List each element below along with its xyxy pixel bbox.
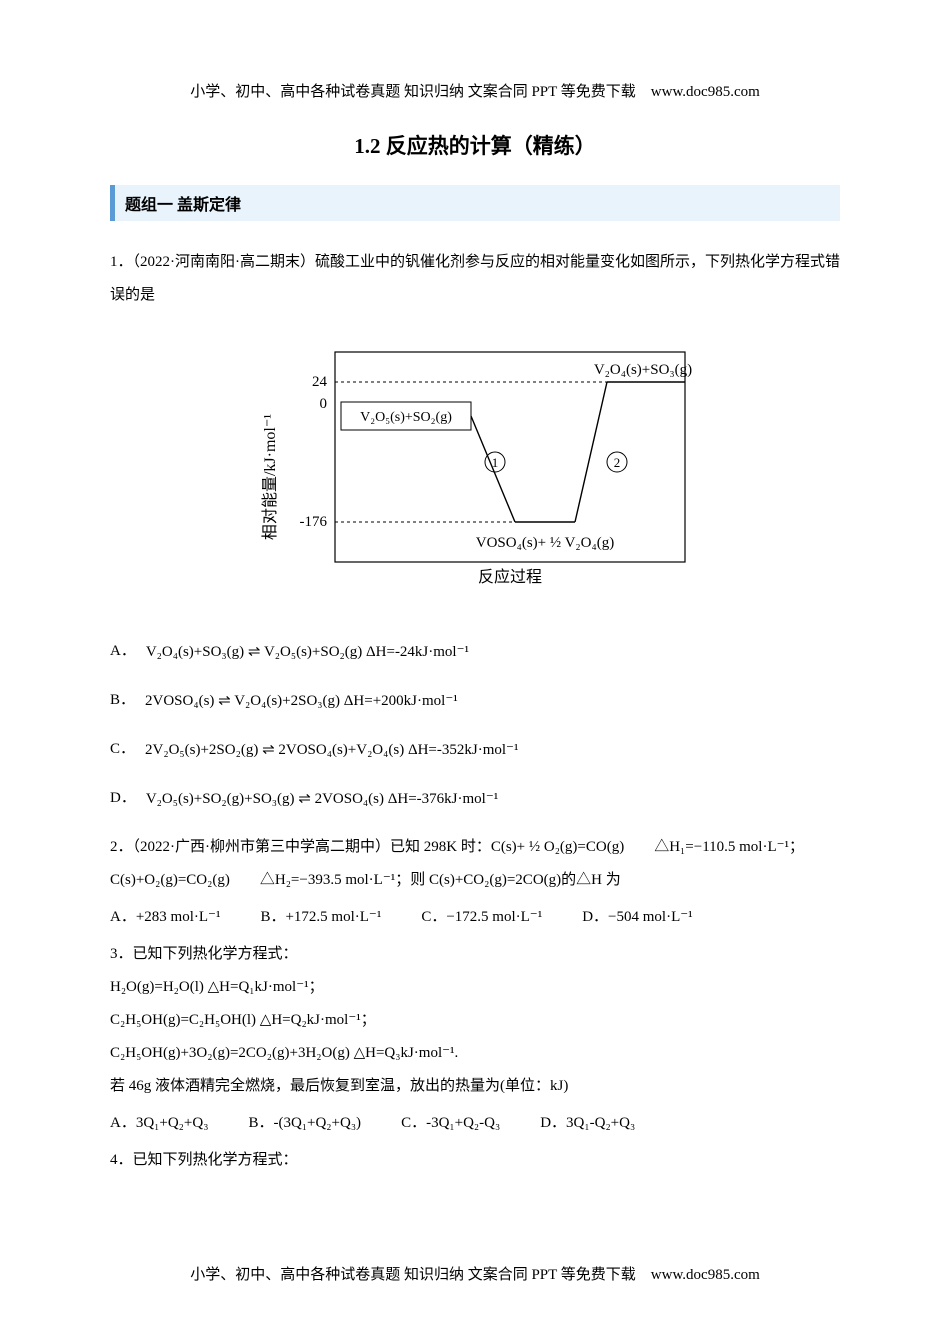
q3-title: 3．已知下列热化学方程式： [110, 938, 840, 971]
q3-opt-b: B．-(3Q₁+Q₂+Q₃) [248, 1107, 361, 1140]
q3-opt-c: C．-3Q₁+Q₂-Q₃ [401, 1107, 500, 1140]
q1-option-d: D． V₂O₅(s)+SO₂(g)+SO₃(g) ⇌ 2VOSO₄(s) ΔH=… [110, 782, 840, 817]
opt-label-d: D． [110, 782, 136, 817]
q1-intro: 1．（2022·河南南阳·高二期末）硫酸工业中的钒催化剂参与反应的相对能量变化如… [110, 246, 840, 312]
main-title: 1.2 反应热的计算（精练） [110, 130, 840, 160]
y-axis-label: 相对能量/kJ·mol⁻¹ [261, 414, 279, 540]
q2-line2: C(s)+O₂(g)=CO₂(g) △H₂=−393.5 mol·L⁻¹；则 C… [110, 864, 840, 897]
energy-diagram: 24 0 -176 V₂O₄(s)+SO₃(g) V₂O₅(s)+SO₂(g) [110, 322, 840, 615]
page-header: 小学、初中、高中各种试卷真题 知识归纳 文案合同 PPT 等免费下载 www.d… [0, 80, 950, 101]
q3-ask: 若 46g 液体酒精完全燃烧，最后恢复到室温，放出的热量为(单位：kJ) [110, 1070, 840, 1103]
q3-opt-a: A．3Q₁+Q₂+Q₃ [110, 1107, 208, 1140]
opt-eq-d: V₂O₅(s)+SO₂(g)+SO₃(g) ⇌ 2VOSO₄(s) ΔH=-37… [146, 783, 498, 816]
q4-title: 4．已知下列热化学方程式： [110, 1144, 840, 1177]
q2-opt-c: C．−172.5 mol·L⁻¹ [421, 901, 542, 934]
q3-eq2: C₂H₅OH(g)=C₂H₅OH(l) △H=Q₂kJ·mol⁻¹； [110, 1004, 840, 1037]
q3-opt-d: D．3Q₁-Q₂+Q₃ [540, 1107, 635, 1140]
opt-eq-b: 2VOSO₄(s) ⇌ V₂O₄(s)+2SO₃(g) ΔH=+200kJ·mo… [145, 685, 458, 718]
q3-options: A．3Q₁+Q₂+Q₃ B．-(3Q₁+Q₂+Q₃) C．-3Q₁+Q₂-Q₃ … [110, 1107, 840, 1140]
ytick-24: 24 [312, 374, 328, 390]
q2-opt-d: D．−504 mol·L⁻¹ [582, 901, 692, 934]
page: 小学、初中、高中各种试卷真题 知识归纳 文案合同 PPT 等免费下载 www.d… [0, 0, 950, 1344]
section-header: 题组一 盖斯定律 [110, 185, 840, 221]
question-3: 3．已知下列热化学方程式： H₂O(g)=H₂O(l) △H=Q₁kJ·mol⁻… [110, 938, 840, 1140]
q3-eq3: C₂H₅OH(g)+3O₂(g)=2CO₂(g)+3H₂O(g) △H=Q₃kJ… [110, 1037, 840, 1070]
page-footer: 小学、初中、高中各种试卷真题 知识归纳 文案合同 PPT 等免费下载 www.d… [0, 1263, 950, 1284]
q2-line1: 2．（2022·广西·柳州市第三中学高二期中）已知 298K 时：C(s)+ ½… [110, 831, 840, 864]
x-axis-label: 反应过程 [478, 567, 542, 586]
top-label: V₂O₄(s)+SO₃(g) [594, 362, 692, 378]
opt-label-c: C． [110, 733, 135, 768]
circle-2: 2 [614, 455, 621, 470]
diagram-svg: 24 0 -176 V₂O₄(s)+SO₃(g) V₂O₅(s)+SO₂(g) [245, 322, 705, 602]
opt-label-a: A． [110, 635, 136, 670]
q2-opt-b: B．+172.5 mol·L⁻¹ [260, 901, 381, 934]
opt-eq-c: 2V₂O₅(s)+2SO₂(g) ⇌ 2VOSO₄(s)+V₂O₄(s) ΔH=… [145, 734, 518, 767]
ytick-0: 0 [320, 396, 328, 412]
circle-1: 1 [492, 455, 499, 470]
question-1: 1．（2022·河南南阳·高二期末）硫酸工业中的钒催化剂参与反应的相对能量变化如… [110, 246, 840, 817]
q1-option-c: C． 2V₂O₅(s)+2SO₂(g) ⇌ 2VOSO₄(s)+V₂O₄(s) … [110, 733, 840, 768]
ytick-neg176: -176 [300, 514, 328, 530]
opt-label-b: B． [110, 684, 135, 719]
q1-option-a: A． V₂O₄(s)+SO₃(g) ⇌ V₂O₅(s)+SO₂(g) ΔH=-2… [110, 635, 840, 670]
q2-opt-a: A．+283 mol·L⁻¹ [110, 901, 220, 934]
q2-options: A．+283 mol·L⁻¹ B．+172.5 mol·L⁻¹ C．−172.5… [110, 901, 840, 934]
left-box-label: V₂O₅(s)+SO₂(g) [360, 410, 452, 425]
question-2: 2．（2022·广西·柳州市第三中学高二期中）已知 298K 时：C(s)+ ½… [110, 831, 840, 934]
opt-eq-a: V₂O₄(s)+SO₃(g) ⇌ V₂O₅(s)+SO₂(g) ΔH=-24kJ… [146, 636, 469, 669]
question-4: 4．已知下列热化学方程式： [110, 1144, 840, 1177]
bottom-label: VOSO₄(s)+ ½ V₂O₄(g) [476, 535, 614, 551]
q1-option-b: B． 2VOSO₄(s) ⇌ V₂O₄(s)+2SO₃(g) ΔH=+200kJ… [110, 684, 840, 719]
q3-eq1: H₂O(g)=H₂O(l) △H=Q₁kJ·mol⁻¹； [110, 971, 840, 1004]
